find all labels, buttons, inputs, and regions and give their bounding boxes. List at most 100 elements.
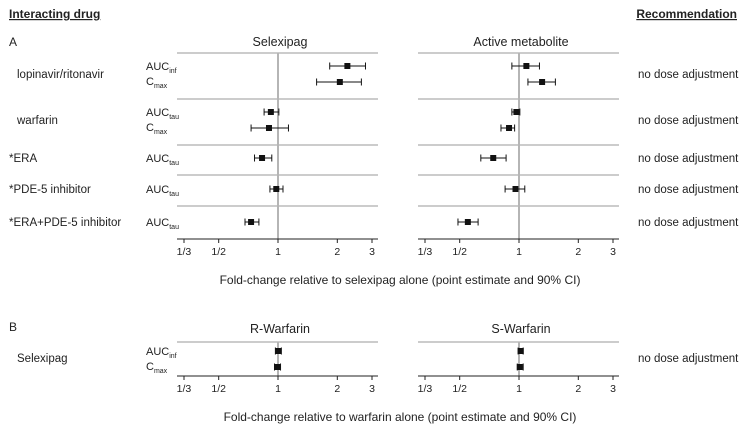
x-tick-label: 2 [334,246,340,258]
forest-point [500,124,516,132]
drug-label: Selexipag [17,353,68,365]
forest-point [250,124,289,132]
recommendations-panel-a: no dose adjustment no dose adjustment no… [638,69,739,229]
recommendation-text: no dose adjustment [638,353,739,365]
x-tick-label: 1/2 [211,246,226,258]
x-tick-label: 1 [275,246,281,258]
x-tick-label: 1/3 [177,246,192,258]
recommendation-text: no dose adjustment [638,69,739,81]
subplot-title-selexipag: Selexipag [253,35,308,49]
forest-point [480,154,507,162]
metric-base: AUC [146,217,169,229]
x-tick-label: 3 [610,246,616,258]
forest-point [244,218,260,226]
mark-layer [244,62,556,371]
point-estimate [464,219,471,225]
row-labels-panel-a: lopinavir/ritonavir warfarin *ERA *PDE-5… [9,61,179,231]
metric-subscript: inf [169,353,176,360]
metric-label: AUCinf [146,61,177,75]
forest-point [516,363,524,371]
x-tick-label: 1/3 [177,383,192,395]
point-estimate [267,109,274,115]
metric-subscript: max [154,129,168,136]
x-tick-label: 3 [369,383,375,395]
axis-layer: 1/3 1/2 1 2 3 1/3 1/2 1 2 3 1/3 1/2 1 2 3 1/3 1/2 1 2 3 [177,238,619,395]
forest-point [517,347,524,355]
drug-label: *PDE-5 inhibitor [9,184,91,196]
forest-point [274,347,282,355]
subplot-title-s-warfarin: S-Warfarin [491,322,550,336]
metric-subscript: tau [169,114,179,121]
x-tick-label: 2 [334,383,340,395]
x-tick-label: 1 [516,246,522,258]
metric-subscript: tau [169,160,179,167]
point-estimate [517,348,524,354]
point-estimate [273,186,280,192]
x-tick-label: 1/2 [211,383,226,395]
x-tick-label: 2 [575,383,581,395]
x-tick-label: 1/2 [452,246,467,258]
x-tick-label: 2 [575,246,581,258]
subplot-title-r-warfarin: R-Warfarin [250,322,310,336]
x-tick-label: 3 [369,246,375,258]
forest-point [511,62,540,70]
metric-subscript: inf [169,68,176,75]
point-estimate [513,109,520,115]
metric-base: C [146,76,154,88]
metric-subscript: tau [169,191,179,198]
subplot-title-active-metabolite: Active metabolite [473,35,568,49]
metric-label: AUCtau [146,217,179,231]
recommendation-text: no dose adjustment [638,153,739,165]
metric-subscript: max [154,83,168,90]
metric-label: Cmax [146,361,168,375]
forest-point [316,78,362,86]
recommendation-text: no dose adjustment [638,184,739,196]
panel-a-label: A [9,35,17,49]
x-axis-label-panel-a: Fold-change relative to selexipag alone … [220,273,581,287]
metric-label: Cmax [146,122,168,136]
x-tick-label: 1 [516,383,522,395]
point-estimate [248,219,255,225]
forest-point [511,108,521,116]
metric-base: AUC [146,107,169,119]
point-estimate [516,364,523,370]
drug-label: *ERA [9,153,37,165]
x-tick-label: 1/2 [452,383,467,395]
forest-point [504,185,526,193]
interacting-drug-header: Interacting drug [9,7,100,21]
metric-subscript: max [154,368,168,375]
point-estimate [539,79,546,85]
forest-point [269,185,284,193]
panel-b-label: B [9,320,17,334]
metric-base: AUC [146,153,169,165]
point-estimate [344,63,351,69]
x-axis-label-panel-b: Fold-change relative to warfarin alone (… [224,410,577,424]
x-tick-label: 3 [610,383,616,395]
recommendation-header: Recommendation [636,7,737,21]
forest-point [527,78,556,86]
metric-base: C [146,361,154,373]
grid-layer [177,52,619,376]
metric-base: AUC [146,346,169,358]
point-estimate [490,155,497,161]
point-estimate [523,63,530,69]
point-estimate [512,186,519,192]
forest-point [329,62,366,70]
forest-point [274,363,282,371]
drug-label: *ERA+PDE-5 inhibitor [9,217,121,229]
metric-base: AUC [146,184,169,196]
forest-point [263,108,280,116]
point-estimate [259,155,266,161]
metric-subscript: tau [169,224,179,231]
recommendation-text: no dose adjustment [638,115,739,127]
recommendation-text: no dose adjustment [638,217,739,229]
x-tick-label: 1/3 [418,383,433,395]
metric-label: AUCtau [146,153,179,167]
metric-label: AUCtau [146,184,179,198]
drug-label: lopinavir/ritonavir [17,69,104,81]
point-estimate [506,125,513,131]
row-labels-panel-b: Selexipag AUCinf Cmax no dose adjustment [17,346,739,375]
metric-label: AUCinf [146,346,177,360]
metric-base: AUC [146,61,169,73]
